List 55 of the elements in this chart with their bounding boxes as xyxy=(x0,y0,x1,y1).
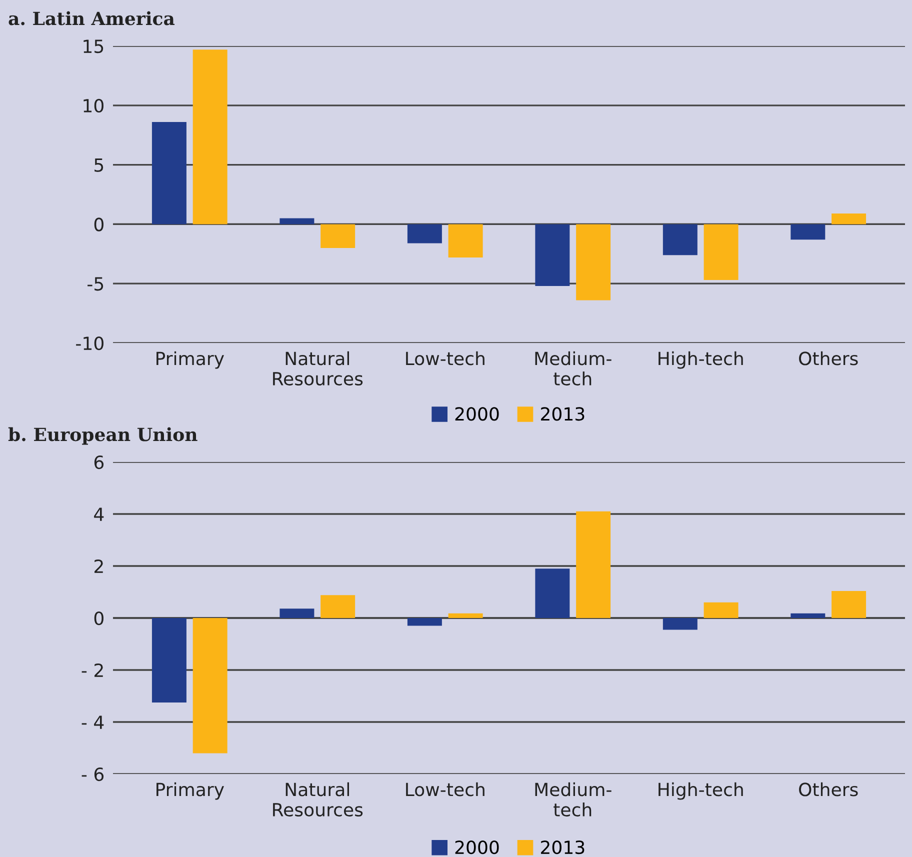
bar xyxy=(662,618,698,630)
legend-label: 2000 xyxy=(455,840,499,854)
x-tick-label: Natural Resources xyxy=(273,351,363,386)
bar xyxy=(448,224,483,258)
bar xyxy=(576,511,611,618)
x-tick-label: Low-tech xyxy=(406,351,484,366)
bar xyxy=(790,613,826,618)
legend-label: 2013 xyxy=(541,407,584,421)
x-tick-label: Others xyxy=(799,351,858,366)
chart-title: b. European Union xyxy=(8,427,198,445)
bar xyxy=(662,224,698,256)
bar xyxy=(704,224,738,280)
x-tick-label: Medium- tech xyxy=(535,782,612,817)
bar xyxy=(407,618,442,626)
x-tick-label: Medium- tech xyxy=(535,351,612,386)
bar xyxy=(832,590,866,618)
x-tick-label: Primary xyxy=(156,351,224,369)
bar xyxy=(320,224,356,248)
y-tick-label: 0 xyxy=(94,611,104,626)
y-tick-label: - 2 xyxy=(82,663,103,677)
bar xyxy=(535,224,570,286)
x-tick-label: Others xyxy=(799,782,858,796)
y-tick-label: 0 xyxy=(94,218,104,232)
bar xyxy=(280,608,314,618)
x-tick-label: Low-tech xyxy=(406,782,484,796)
y-tick-label: 6 xyxy=(94,455,104,470)
chart-title: a. Latin America xyxy=(8,11,175,26)
bar xyxy=(832,214,866,224)
y-tick-label: 15 xyxy=(84,40,104,54)
y-tick-label: 2 xyxy=(94,559,103,573)
y-tick-label: 4 xyxy=(94,508,104,521)
x-tick-label: Primary xyxy=(156,782,224,800)
bar xyxy=(535,568,570,618)
bar xyxy=(576,224,611,300)
y-tick-label: - 4 xyxy=(82,716,104,729)
y-tick-label: 10 xyxy=(84,98,104,113)
bar xyxy=(407,224,442,244)
bar xyxy=(192,618,228,754)
bar xyxy=(790,224,826,240)
legend-label: 2013 xyxy=(541,840,584,854)
bar xyxy=(448,613,483,618)
y-tick-label: - 6 xyxy=(82,767,104,782)
x-tick-label: High-tech xyxy=(658,782,743,800)
bar xyxy=(704,602,738,618)
x-tick-label: High-tech xyxy=(658,351,743,369)
y-tick-label: 5 xyxy=(94,158,104,172)
legend-label: 2000 xyxy=(455,407,499,421)
y-tick-label: -5 xyxy=(88,277,104,291)
bar xyxy=(152,618,186,702)
bar xyxy=(192,50,228,224)
bar xyxy=(320,595,356,618)
bar xyxy=(152,122,186,224)
bar xyxy=(280,218,314,224)
x-tick-label: Natural Resources xyxy=(273,782,363,817)
y-tick-label: -10 xyxy=(76,336,104,350)
